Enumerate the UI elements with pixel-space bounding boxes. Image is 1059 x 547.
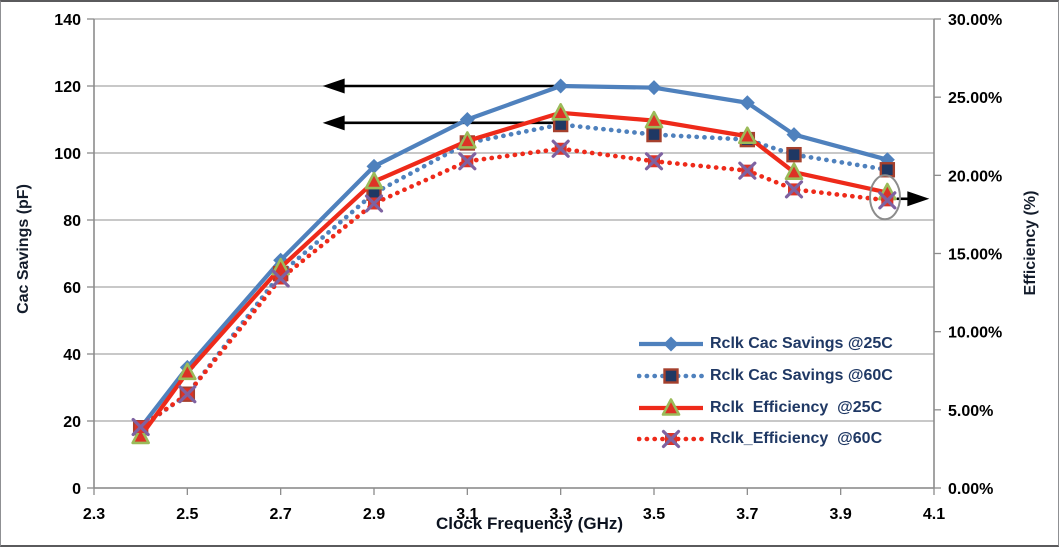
x-tick-label: 2.7 — [270, 506, 292, 523]
x-tick-label: 2.5 — [176, 506, 198, 523]
y-right-tick-label: 15.00% — [948, 247, 1002, 264]
legend-label: Rclk Efficiency @25C — [710, 399, 883, 416]
x-marker-stroke — [131, 417, 150, 437]
diamond-marker — [553, 78, 569, 94]
y-left-tick-label: 0 — [72, 481, 81, 498]
legend-line-x-icon — [637, 429, 705, 449]
x-tick-label: 3.7 — [736, 506, 758, 523]
y-left-tick-label: 40 — [63, 347, 81, 364]
annotation-arrowhead — [907, 191, 930, 207]
diamond-marker — [786, 127, 802, 143]
y-right-tick-label: 25.00% — [948, 90, 1002, 107]
x-tick-label: 4.1 — [923, 506, 945, 523]
x-marker-stroke — [271, 269, 290, 288]
y-left-tick-label: 100 — [54, 146, 81, 163]
legend-item: Rclk Cac Savings @60C — [637, 365, 893, 387]
diamond-marker — [459, 112, 475, 127]
y-right-tick-label: 5.00% — [948, 403, 993, 420]
legend-label: Rclk Cac Savings @25C — [710, 335, 893, 352]
y-left-tick-label: 140 — [54, 12, 81, 29]
x-tick-label: 2.3 — [83, 506, 105, 523]
triangle-marker — [458, 131, 477, 149]
triangle-marker — [551, 103, 570, 121]
y-right-tick-label: 20.00% — [948, 168, 1002, 185]
x-marker-stroke — [784, 180, 804, 199]
x-marker-stroke — [178, 385, 197, 404]
square-marker — [663, 368, 679, 384]
triangle-marker — [738, 126, 757, 145]
triangle-marker — [178, 362, 197, 381]
legend-item: Rclk Cac Savings @25C — [637, 333, 893, 355]
legend-label: Rclk Cac Savings @60C — [710, 367, 893, 384]
series-line-3 — [138, 146, 890, 430]
diamond-marker — [663, 336, 679, 352]
triangle-marker — [644, 110, 664, 129]
square-marker — [646, 126, 662, 143]
x-tick-label: 3.5 — [643, 506, 665, 523]
x-marker-stroke — [661, 429, 681, 449]
diamond-marker — [366, 158, 382, 174]
x-tick-label: 3.9 — [830, 506, 852, 523]
legend-line-diamond-icon — [639, 336, 703, 352]
legend-item: Rclk_Efficiency @60C — [637, 428, 882, 450]
series-line-2 — [138, 110, 888, 438]
y-left-tick-label: 80 — [63, 213, 81, 230]
legend-item: Rclk Efficiency @25C — [637, 397, 882, 419]
x-tick-label: 3.1 — [456, 506, 478, 523]
left-axis-title: Cac Savings (pF) — [15, 184, 32, 314]
x-marker-stroke — [644, 152, 664, 171]
y-left-tick-label: 60 — [63, 280, 81, 297]
y-right-tick-label: 0.00% — [948, 481, 993, 498]
triangle-marker — [784, 162, 804, 181]
x-marker-stroke — [364, 194, 384, 213]
x-axis-title: Clock Frequency (GHz) — [435, 514, 624, 533]
x-marker-stroke — [878, 191, 897, 210]
y-right-tick-label: 10.00% — [948, 325, 1002, 342]
annotation-arrowhead — [322, 115, 345, 131]
triangle-marker — [364, 171, 384, 190]
annotation-arrowhead — [322, 78, 345, 94]
legend-label: Rclk_Efficiency @60C — [710, 430, 883, 447]
diamond-marker — [646, 80, 662, 96]
x-marker-stroke — [738, 161, 757, 180]
x-tick-label: 2.9 — [363, 506, 385, 523]
y-left-tick-label: 120 — [54, 79, 81, 96]
x-marker-stroke — [458, 152, 477, 171]
right-axis-title: Efficiency (%) — [1022, 190, 1039, 296]
x-marker-stroke — [551, 139, 570, 158]
legend-line-square-icon — [637, 368, 705, 384]
square-marker — [786, 146, 802, 163]
triangle-marker — [661, 398, 681, 416]
diamond-marker — [739, 95, 755, 111]
x-tick-label: 3.3 — [550, 506, 572, 523]
y-left-tick-label: 20 — [63, 414, 81, 431]
legend-line-triangle-icon — [639, 398, 703, 416]
square-marker — [879, 162, 896, 178]
triangle-marker — [131, 426, 150, 445]
y-right-tick-label: 30.00% — [948, 12, 1002, 29]
highlight-ellipse — [869, 174, 901, 221]
series-line-0 — [139, 83, 888, 429]
